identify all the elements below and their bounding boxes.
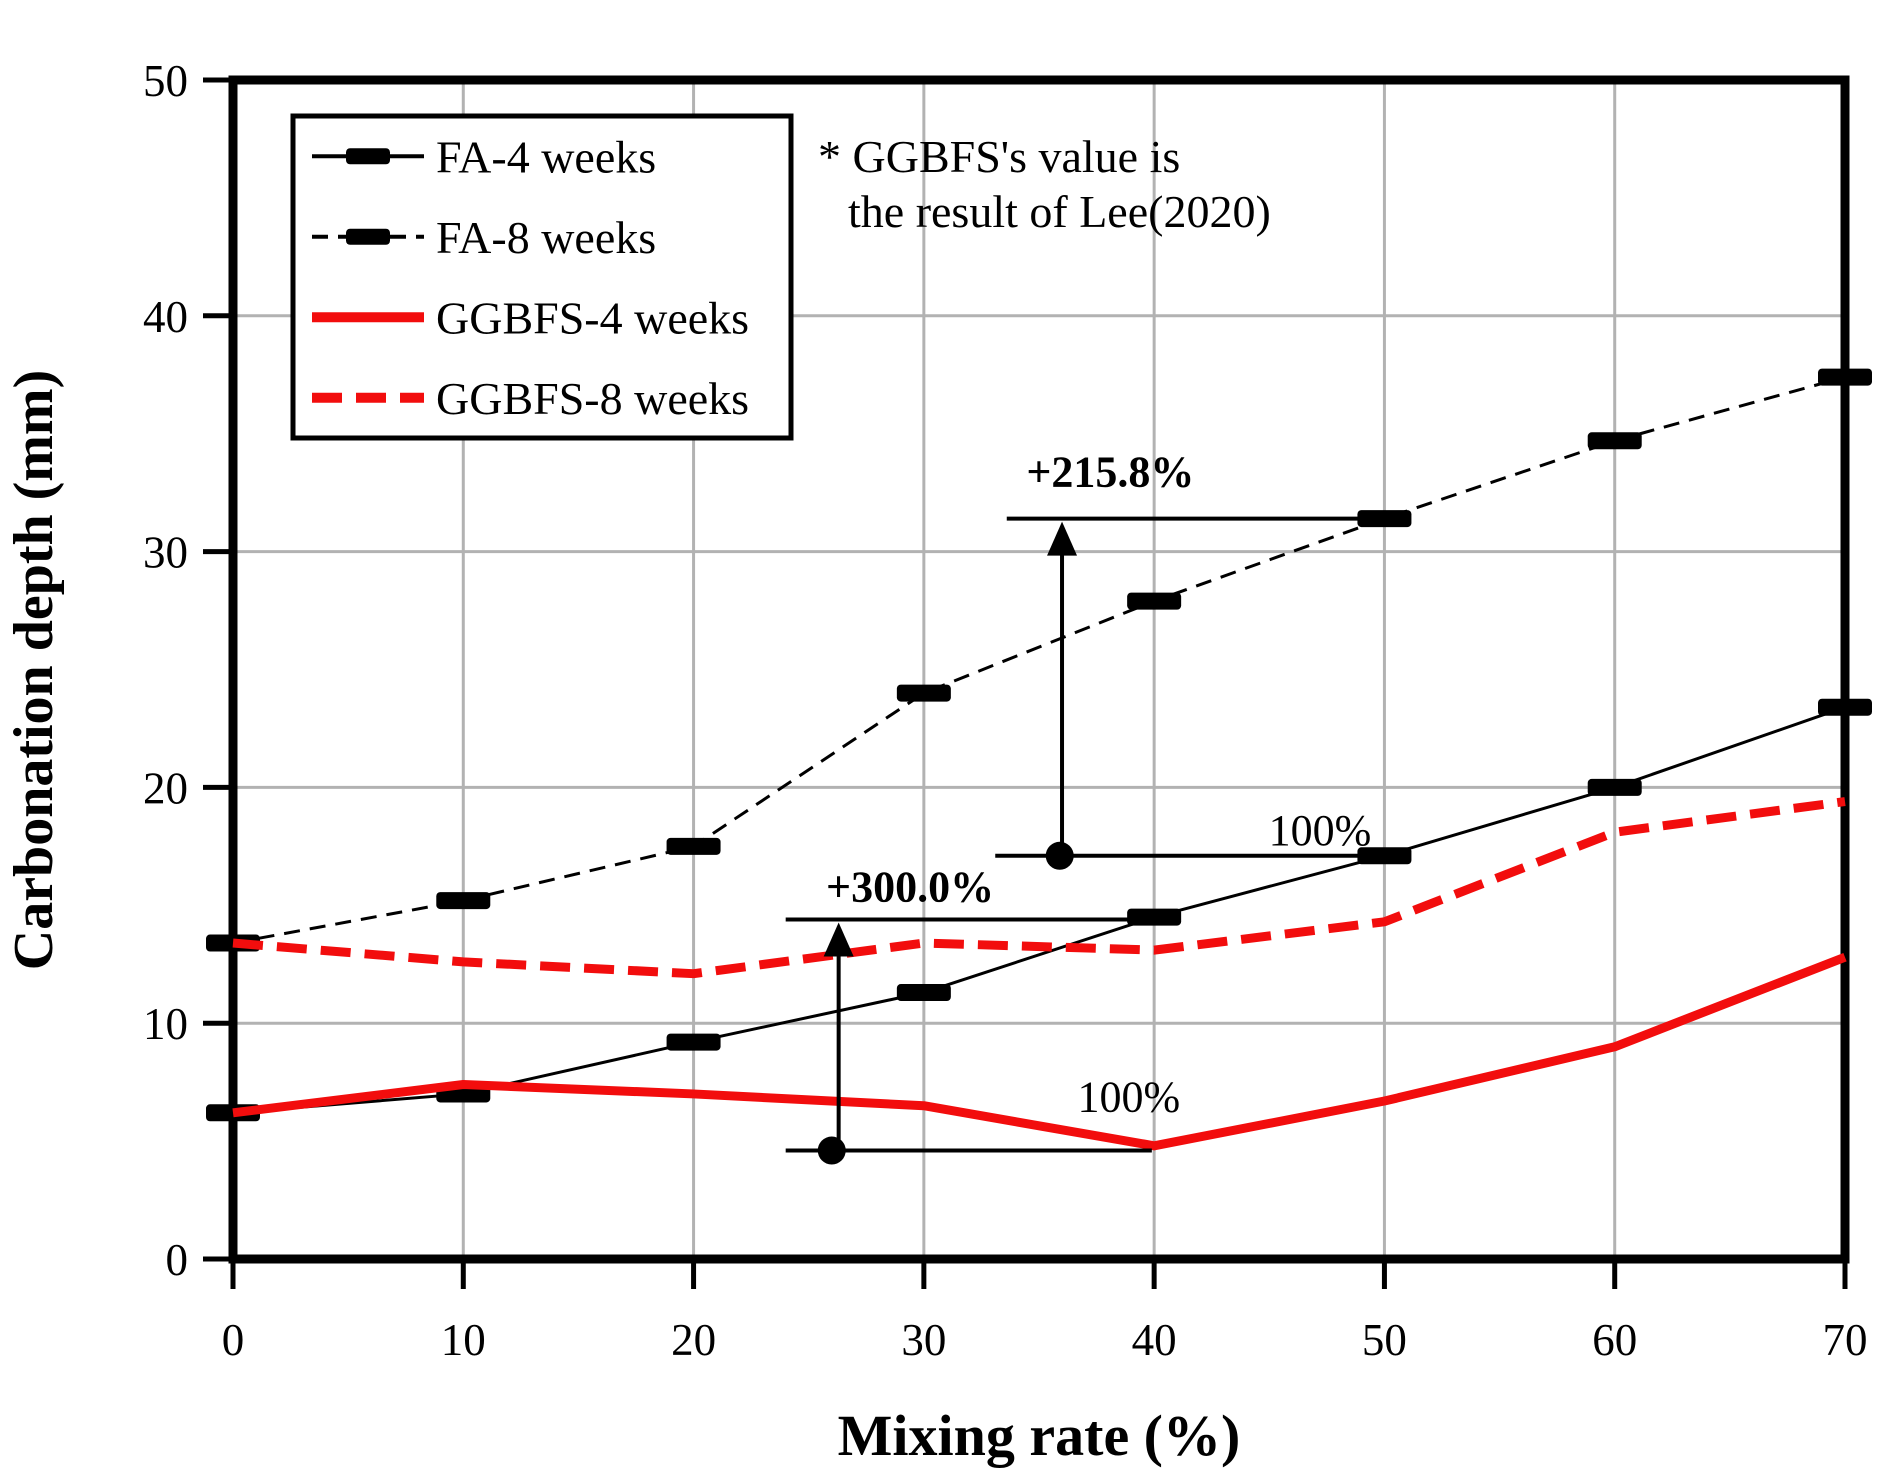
marker-fa-4-weeks-x60 [1587, 778, 1642, 796]
y-tick-label-30: 30 [143, 528, 188, 578]
marker-fa-8-weeks-x70 [1818, 368, 1872, 386]
tick-labels-layer: 0 10 20 30 40 50 0 10 20 30 40 50 60 70 [143, 56, 1868, 1365]
legend-sample-marker [346, 148, 390, 165]
x-tick-label-60: 60 [1592, 1315, 1637, 1365]
x-tick-label-0: 0 [222, 1315, 245, 1365]
y-tick-label-40: 40 [143, 292, 188, 342]
x-tick-label-30: 30 [901, 1315, 946, 1365]
note-line-2: the result of Lee(2020) [848, 186, 1271, 237]
annotation-300-0: +300.0% 100% [785, 862, 1180, 1165]
x-tick-label-50: 50 [1362, 1315, 1407, 1365]
y-axis-title: Carbonation depth (mm) [3, 370, 65, 970]
gridlines-layer [233, 80, 1845, 1259]
legend-item-ggbfs-8-weeks: GGBFS-8 weeks [312, 373, 749, 424]
series-layer [206, 368, 1872, 1151]
marker-fa-8-weeks-x40 [1127, 592, 1182, 610]
x-tick-label-20: 20 [671, 1315, 716, 1365]
marker-fa-4-weeks-x70 [1818, 698, 1872, 716]
y-tick-label-20: 20 [143, 763, 188, 813]
legend: FA-4 weeks FA-8 weeks GGBFS-4 weeks GGBFS-8… [290, 113, 794, 441]
series-line-ggbfs-8-weeks [232, 797, 1846, 979]
annotation-215-8: +215.8% 100% [995, 447, 1385, 870]
legend-item-fa-4-weeks: FA-4 weeks [312, 131, 656, 182]
legend-item-fa-8-weeks: FA-8 weeks [312, 212, 656, 263]
annotations-layer: +215.8% 100% +300.0% 100% [785, 447, 1385, 1165]
y-tick-label-0: 0 [166, 1235, 189, 1285]
y-tick-label-50: 50 [143, 56, 188, 106]
arrow-up-icon [1047, 521, 1078, 556]
x-tick-label-10: 10 [441, 1315, 486, 1365]
marker-fa-8-weeks-x60 [1587, 432, 1642, 450]
annotation-dot [1045, 841, 1074, 870]
marker-fa-4-weeks-x30 [896, 984, 951, 1002]
x-axis-title: Mixing rate (%) [838, 1403, 1241, 1468]
legend-label-fa-4-weeks: FA-4 weeks [436, 131, 656, 182]
legend-box [290, 113, 794, 441]
axis-ticks-layer [203, 77, 1848, 1289]
annotation-pct-label: +215.8% [1026, 447, 1194, 496]
marker-fa-8-weeks-x30 [896, 684, 951, 702]
legend-label-ggbfs-4-weeks: GGBFS-4 weeks [436, 292, 749, 343]
x-tick-label-70: 70 [1823, 1315, 1868, 1365]
marker-fa-8-weeks-x20 [666, 837, 721, 855]
legend-label-ggbfs-8-weeks: GGBFS-8 weeks [436, 373, 749, 424]
annotation-base-label: 100% [1077, 1072, 1180, 1121]
series-line-fa-8-weeks [232, 375, 1846, 945]
y-tick-label-10: 10 [143, 999, 188, 1049]
marker-fa-8-weeks-x10 [436, 892, 491, 910]
legend-item-ggbfs-4-weeks: GGBFS-4 weeks [312, 292, 749, 343]
plot-border [228, 75, 1850, 1264]
arrow-up-icon [823, 922, 854, 957]
annotation-dot [817, 1136, 846, 1165]
marker-fa-4-weeks-x40 [1127, 908, 1182, 926]
x-tick-label-40: 40 [1132, 1315, 1177, 1365]
legend-label-fa-8-weeks: FA-8 weeks [436, 212, 656, 263]
legend-sample-marker [346, 228, 390, 245]
annotation-pct-label: +300.0% [826, 862, 994, 911]
note-line-1: * GGBFS's value is [818, 131, 1180, 182]
marker-fa-4-weeks-x20 [666, 1033, 721, 1051]
annotation-base-label: 100% [1269, 806, 1372, 855]
series-line-ggbfs-4-weeks [232, 952, 1847, 1151]
